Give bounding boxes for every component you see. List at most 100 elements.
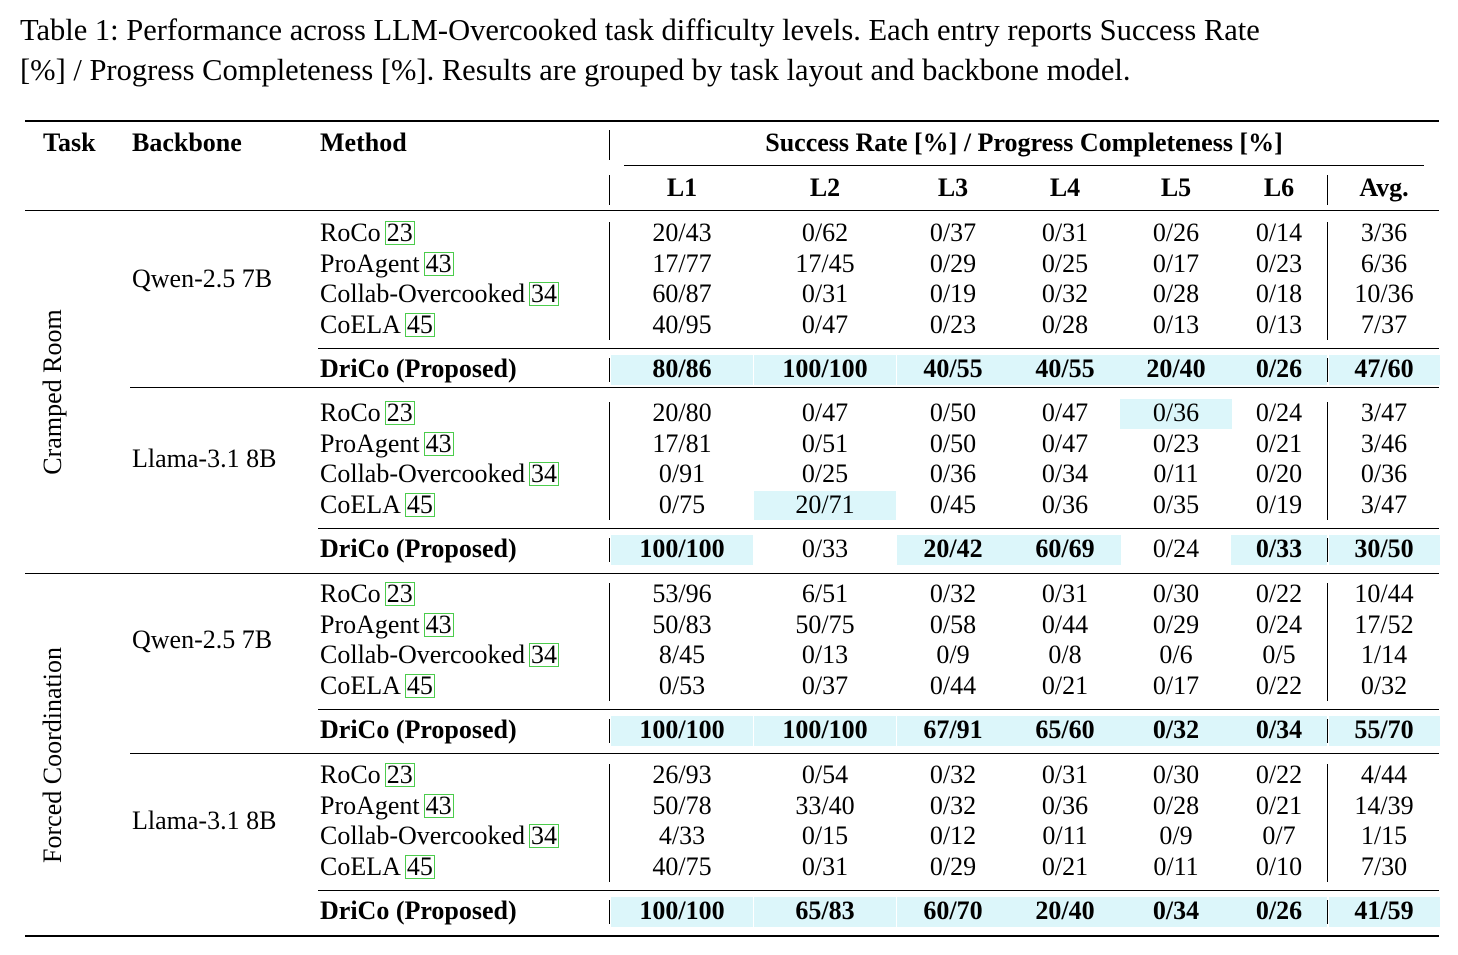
method-name: CoELA 45 (320, 490, 435, 520)
highlight-cell (1120, 355, 1232, 385)
header-bottom-rule (25, 210, 1439, 212)
proposed-rule (318, 709, 1439, 711)
citation-link[interactable]: 45 (404, 851, 435, 881)
highlight-cell (897, 716, 1009, 746)
method-name: ProAgent 43 (320, 429, 454, 459)
value-cell: 0/36 (1041, 790, 1089, 820)
value-cell: 0/31 (1041, 579, 1089, 608)
citation-link[interactable]: 34 (529, 821, 560, 850)
citation-link[interactable]: 34 (529, 459, 560, 488)
method-label: RoCo (320, 579, 381, 608)
highlight-cell (1009, 535, 1121, 565)
citation-link[interactable]: 45 (404, 670, 435, 700)
citation-link[interactable]: 34 (529, 279, 560, 308)
method-name: CoELA 45 (320, 671, 435, 701)
value-cell: 0/31 (1041, 760, 1089, 789)
avg-cell: 7/37 (1360, 309, 1408, 339)
value-cell: 40/75 (652, 851, 712, 881)
method-label: Collab-Overcooked (320, 279, 526, 308)
method-separator (609, 222, 611, 340)
value-cell: 0/29 (1152, 609, 1200, 639)
value-cell: 0/29 (929, 851, 977, 881)
value-cell: 0/32 (929, 579, 977, 608)
value-cell: 0/47 (1041, 428, 1089, 458)
method-separator (609, 538, 611, 562)
avg-cell: 10/44 (1354, 579, 1414, 608)
value-cell: 0/75 (658, 489, 706, 519)
value-cell: 0/20 (1255, 459, 1303, 488)
method-name: RoCo 23 (320, 760, 415, 790)
highlight-cell (897, 535, 1009, 565)
method-name: RoCo 23 (320, 218, 415, 248)
proposed-value-cell: 80/86 (652, 354, 712, 383)
value-cell: 0/31 (801, 279, 849, 308)
value-cell: 0/23 (929, 309, 977, 339)
value-cell: 0/35 (1152, 489, 1200, 519)
citation-link[interactable]: 34 (529, 640, 560, 669)
citation-link[interactable]: 45 (404, 309, 435, 339)
method-label: CoELA (320, 851, 401, 881)
avg-separator (1327, 402, 1329, 520)
avg-cell: 6/36 (1360, 248, 1408, 278)
value-cell: 0/31 (801, 851, 849, 881)
proposed-value-cell: 0/33 (801, 534, 849, 563)
task-label: Cramped Room (38, 309, 67, 475)
proposed-value-cell: 100/100 (782, 715, 868, 744)
citation-link[interactable]: 23 (384, 218, 415, 247)
value-cell: 0/34 (1041, 459, 1089, 488)
avg-cell: 4/44 (1360, 760, 1408, 789)
proposed-value-cell: 20/42 (923, 534, 983, 563)
value-cell: 0/91 (658, 459, 706, 488)
highlight-cell (1120, 399, 1232, 429)
value-cell: 20/80 (652, 398, 712, 427)
value-cell: 0/44 (1041, 609, 1089, 639)
proposed-value-cell: 0/24 (1152, 534, 1200, 563)
value-cell: 50/83 (652, 609, 712, 639)
backbone-rule (130, 387, 1439, 389)
value-cell: 0/29 (929, 248, 977, 278)
citation-link[interactable]: 23 (384, 579, 415, 608)
value-cell: 33/40 (795, 790, 855, 820)
value-cell: 0/23 (1255, 248, 1303, 278)
value-cell: 0/11 (1153, 851, 1199, 881)
proposed-value-cell: 100/100 (639, 534, 725, 563)
method-name: Collab-Overcooked 34 (320, 821, 560, 851)
citation-link[interactable]: 43 (423, 248, 454, 278)
avg-cell: 1/15 (1360, 821, 1408, 850)
citation-link[interactable]: 23 (384, 760, 415, 789)
method-label: Collab-Overcooked (320, 459, 526, 488)
value-cell: 0/21 (1041, 851, 1089, 881)
citation-link[interactable]: 43 (423, 428, 454, 458)
citation-link[interactable]: 43 (423, 790, 454, 820)
avg-separator (1327, 358, 1329, 382)
citation-link[interactable]: 45 (404, 489, 435, 519)
backbone-rule (130, 753, 1439, 755)
method-name: Collab-Overcooked 34 (320, 640, 560, 670)
header-method-separator (609, 130, 611, 160)
method-separator (609, 764, 611, 882)
value-cell: 0/32 (929, 760, 977, 789)
proposed-method: DriCo (Proposed) (320, 896, 517, 925)
highlight-cell (611, 355, 753, 385)
method-name: CoELA 45 (320, 852, 435, 882)
method-separator (609, 583, 611, 701)
value-cell: 40/95 (652, 309, 712, 339)
value-cell: 50/75 (795, 609, 855, 639)
method-name: CoELA 45 (320, 310, 435, 340)
value-cell: 0/19 (1255, 489, 1303, 519)
backbone-label: Llama-3.1 8B (132, 805, 277, 835)
proposed-value-cell: 40/55 (923, 354, 983, 383)
value-cell: 0/14 (1255, 218, 1303, 247)
citation-link[interactable]: 23 (384, 398, 415, 427)
method-name: RoCo 23 (320, 398, 415, 428)
top-rule (25, 120, 1439, 122)
value-cell: 0/47 (1041, 398, 1089, 427)
value-cell: 0/13 (801, 640, 849, 669)
avg-separator (1327, 538, 1329, 562)
method-label: ProAgent (320, 609, 420, 639)
value-cell: 0/53 (658, 670, 706, 700)
value-cell: 0/8 (1048, 640, 1082, 669)
method-label: RoCo (320, 218, 381, 247)
citation-link[interactable]: 43 (423, 609, 454, 639)
header-level-6: L6 (1263, 173, 1295, 202)
